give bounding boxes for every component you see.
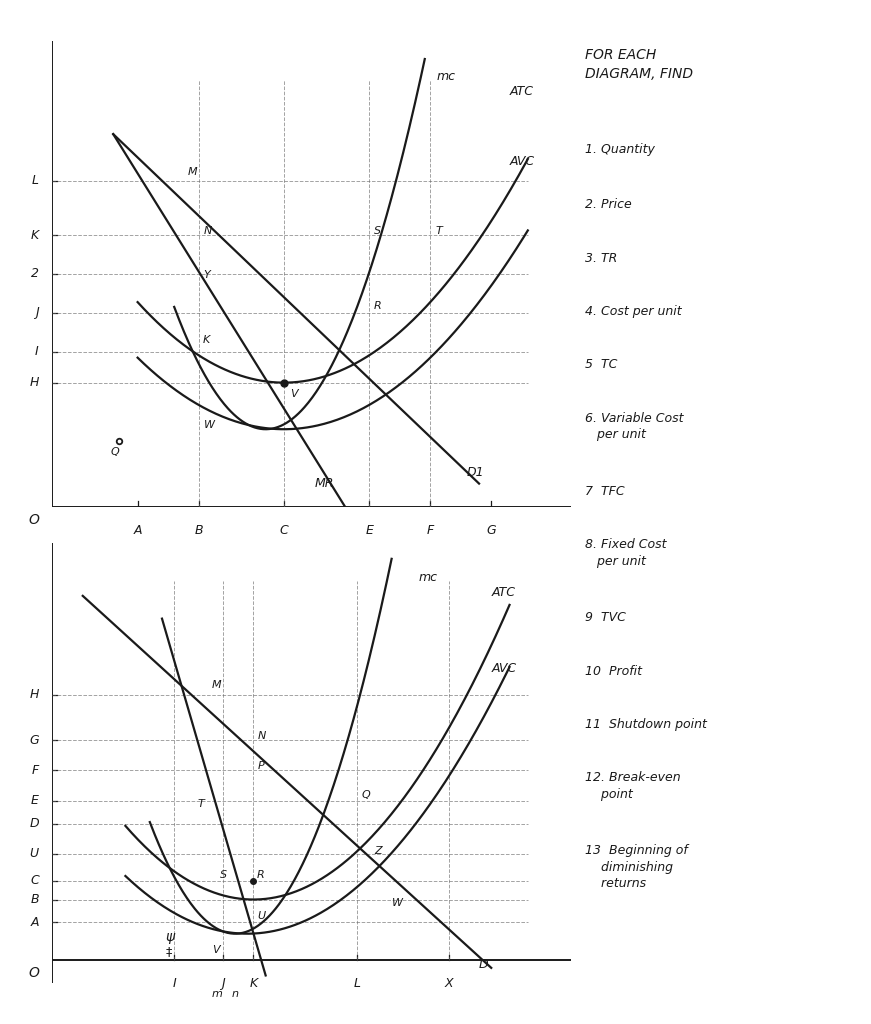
Text: V: V <box>212 945 219 954</box>
Text: L: L <box>32 174 39 187</box>
Text: n: n <box>232 989 239 999</box>
Text: B: B <box>194 524 203 537</box>
Text: L: L <box>354 977 361 990</box>
Text: J: J <box>35 306 39 319</box>
Text: mc: mc <box>436 70 456 83</box>
Text: D: D <box>479 957 489 971</box>
Text: O: O <box>28 967 39 980</box>
Text: T: T <box>436 225 442 236</box>
Text: S: S <box>375 225 381 236</box>
Text: I: I <box>35 345 39 358</box>
Text: W: W <box>392 898 403 907</box>
Text: M: M <box>187 167 197 176</box>
Text: E: E <box>365 524 374 537</box>
Text: D: D <box>30 817 39 830</box>
Text: Y: Y <box>204 269 210 280</box>
Text: 10  Profit: 10 Profit <box>584 665 642 678</box>
Text: 2: 2 <box>30 267 39 281</box>
Text: FOR EACH
DIAGRAM, FIND: FOR EACH DIAGRAM, FIND <box>584 48 692 82</box>
Text: C: C <box>280 524 288 537</box>
Text: K: K <box>30 228 39 242</box>
Text: A: A <box>30 915 39 929</box>
Text: 7  TFC: 7 TFC <box>584 485 625 498</box>
Text: 12. Break-even
    point: 12. Break-even point <box>584 771 680 801</box>
Text: N: N <box>204 225 212 236</box>
Text: m: m <box>212 989 222 999</box>
Text: U: U <box>257 910 266 921</box>
Text: W: W <box>204 420 214 430</box>
Text: Q: Q <box>362 790 371 800</box>
Text: G: G <box>486 524 496 537</box>
Text: 9  TVC: 9 TVC <box>584 611 625 625</box>
Text: I: I <box>172 977 176 990</box>
Text: 2. Price: 2. Price <box>584 199 631 211</box>
Text: K: K <box>249 977 258 990</box>
Text: F: F <box>31 764 39 777</box>
Text: AVC: AVC <box>491 662 517 675</box>
Text: O: O <box>28 513 39 527</box>
Text: 11  Shutdown point: 11 Shutdown point <box>584 718 706 731</box>
Text: 5  TC: 5 TC <box>584 358 618 372</box>
Text: AVC: AVC <box>510 156 535 168</box>
Text: ATC: ATC <box>510 85 534 98</box>
Text: Q: Q <box>110 446 119 457</box>
Text: H: H <box>30 376 39 389</box>
Text: ATC: ATC <box>491 586 516 599</box>
Text: M: M <box>212 681 221 690</box>
Text: S: S <box>220 869 227 880</box>
Text: 13  Beginning of
    diminishing
    returns: 13 Beginning of diminishing returns <box>584 845 687 891</box>
Text: H: H <box>30 688 39 701</box>
Text: K: K <box>202 335 210 345</box>
Text: A: A <box>133 524 142 537</box>
Text: D1: D1 <box>467 466 484 479</box>
Text: Z: Z <box>375 846 381 856</box>
Text: E: E <box>31 795 39 807</box>
Text: 1. Quantity: 1. Quantity <box>584 142 655 156</box>
Text: mc: mc <box>418 570 437 584</box>
Text: U: U <box>30 848 39 860</box>
Text: X: X <box>444 977 453 990</box>
Text: T: T <box>198 799 204 809</box>
Text: N: N <box>258 730 267 740</box>
Text: F: F <box>427 524 434 537</box>
Text: P: P <box>258 761 265 771</box>
Text: 4. Cost per unit: 4. Cost per unit <box>584 305 681 318</box>
Text: J: J <box>221 977 225 990</box>
Text: $\psi$: $\psi$ <box>165 931 177 946</box>
Text: MR: MR <box>314 477 334 490</box>
Text: $\ddagger$: $\ddagger$ <box>165 945 173 959</box>
Text: 6. Variable Cost
   per unit: 6. Variable Cost per unit <box>584 412 683 441</box>
Text: 8. Fixed Cost
   per unit: 8. Fixed Cost per unit <box>584 539 666 567</box>
Text: R: R <box>257 869 265 880</box>
Text: R: R <box>375 301 381 311</box>
Text: G: G <box>30 733 39 746</box>
Text: 3. TR: 3. TR <box>584 252 617 265</box>
Text: B: B <box>30 893 39 906</box>
Text: C: C <box>30 874 39 887</box>
Text: V: V <box>290 389 298 398</box>
